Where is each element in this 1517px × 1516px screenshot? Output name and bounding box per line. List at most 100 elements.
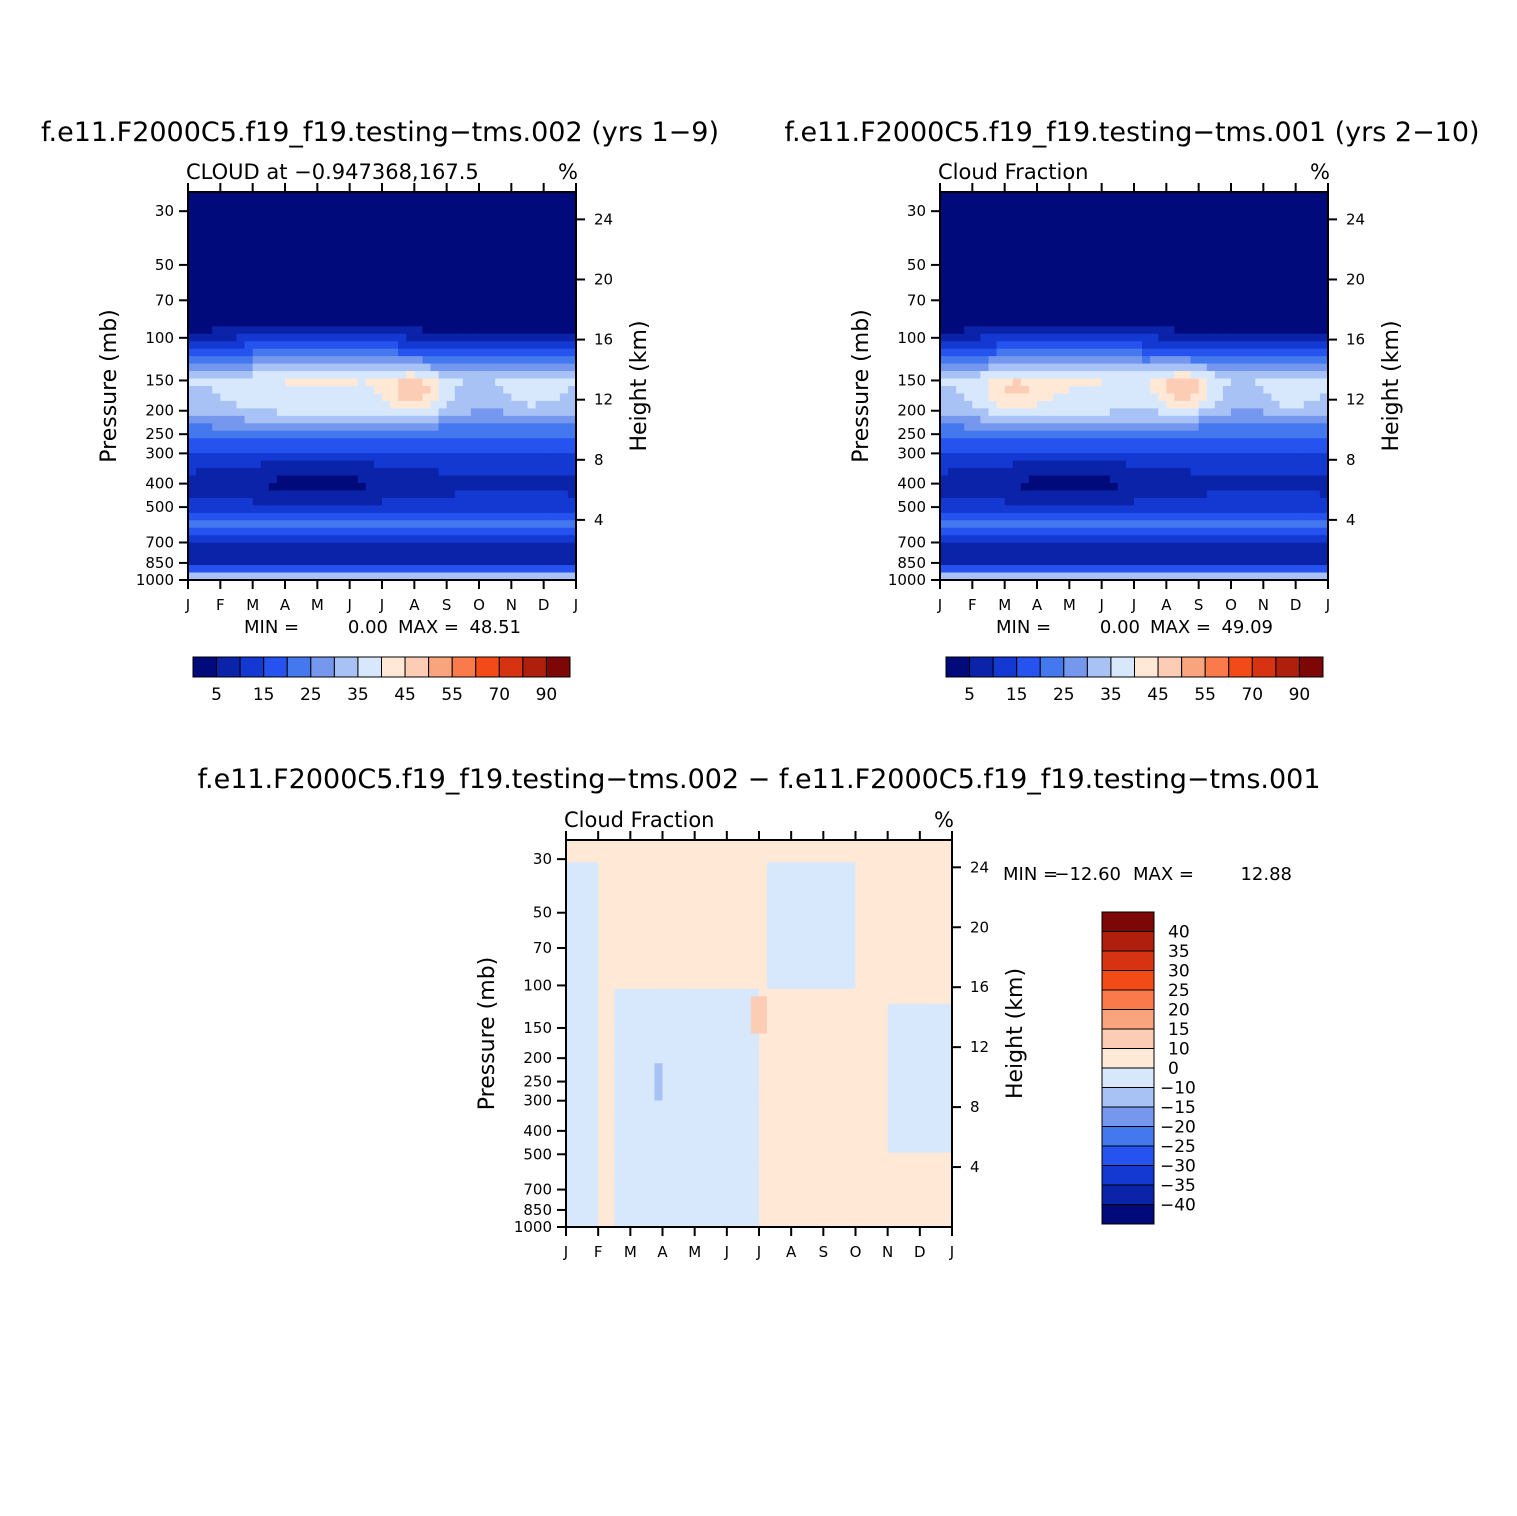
contour-cell: [188, 453, 197, 462]
contour-cell: [479, 311, 488, 320]
contour-cell: [1263, 229, 1273, 238]
contour-cell: [252, 221, 262, 230]
contour-cell: [1037, 266, 1046, 275]
colorbar-box: [192, 656, 218, 678]
contour-cell: [285, 415, 294, 424]
contour-cell: [398, 266, 407, 275]
contour-cell: [430, 274, 440, 283]
contour-cell: [1004, 229, 1014, 238]
contour-cell: [390, 400, 399, 409]
contour-cell: [964, 430, 973, 439]
contour-cell: [422, 415, 432, 424]
contour-cell: [495, 266, 504, 275]
contour-cell: [373, 236, 383, 245]
contour-cell: [1174, 393, 1184, 402]
contour-cell: [1247, 236, 1256, 245]
contour-cell: [317, 341, 327, 350]
contour-cell: [422, 289, 432, 298]
contour-cell: [293, 206, 302, 215]
contour-cell: [446, 453, 456, 462]
contour-cell: [430, 363, 440, 372]
contour-cell: [462, 244, 472, 253]
contour-cell: [1053, 542, 1062, 551]
contour-cell: [382, 378, 391, 387]
contour-cell: [1271, 266, 1281, 275]
contour-cell: [1303, 386, 1313, 395]
contour-cell: [1028, 550, 1038, 559]
contour-cell: [948, 289, 957, 298]
contour-cell: [527, 468, 537, 477]
contour-cell: [268, 341, 278, 350]
contour-cell: [1231, 393, 1240, 402]
contour-cell: [1069, 289, 1079, 298]
contour-cell: [1085, 483, 1095, 492]
contour-cell: [980, 453, 990, 462]
contour-cell: [1012, 550, 1022, 559]
contour-cell: [349, 229, 359, 238]
contour-cell: [1125, 333, 1135, 342]
contour-cell: [996, 296, 1006, 305]
contour-cell: [1279, 348, 1289, 357]
contour-cell: [309, 289, 318, 298]
contour-cell: [285, 199, 294, 208]
contour-cell: [260, 311, 270, 320]
contour-cell: [1295, 311, 1305, 320]
contour-cell: [1287, 430, 1297, 439]
contour-cell: [551, 199, 561, 208]
contour-cell: [567, 244, 577, 253]
contour-cell: [212, 259, 221, 268]
contour-cell: [1125, 341, 1135, 350]
contour-cell: [1287, 318, 1297, 327]
contour-cell: [948, 453, 957, 462]
contour-cell: [1287, 378, 1297, 387]
contour-cell: [948, 318, 957, 327]
contour-cell: [972, 520, 982, 529]
contour-cell: [495, 236, 504, 245]
contour-cell: [228, 565, 238, 574]
contour-cell: [1093, 311, 1103, 320]
contour-cell: [519, 236, 529, 245]
contour-cell: [519, 557, 529, 566]
contour-cell: [406, 527, 415, 536]
contour-cell: [940, 550, 949, 559]
contour-cell: [1295, 468, 1305, 477]
contour-cell: [1166, 497, 1176, 506]
contour-cell: [948, 400, 957, 409]
contour-cell: [1279, 371, 1289, 380]
contour-cell: [1101, 199, 1111, 208]
contour-cell: [1295, 192, 1305, 201]
contour-cell: [559, 363, 569, 372]
contour-cell: [1295, 214, 1305, 223]
contour-cell: [365, 497, 375, 506]
contour-cell: [1061, 311, 1070, 320]
contour-cell: [1158, 483, 1167, 492]
contour-cell: [1150, 244, 1159, 253]
contour-cell: [1231, 192, 1240, 201]
contour-cell: [1150, 214, 1159, 223]
contour-cell: [964, 221, 973, 230]
contour-cell: [430, 572, 440, 581]
contour-cell: [212, 296, 221, 305]
contour-cell: [1287, 244, 1297, 253]
contour-cell: [406, 572, 415, 581]
x-tick-label: J: [379, 596, 384, 614]
contour-cell: [252, 557, 262, 566]
contour-cell: [285, 386, 294, 395]
contour-cell: [422, 326, 432, 335]
contour-cell: [365, 527, 375, 536]
contour-cell: [365, 453, 375, 462]
contour-cell: [1222, 371, 1232, 380]
contour-cell: [1222, 535, 1232, 544]
contour-cell: [260, 341, 270, 350]
contour-cell: [1020, 423, 1030, 432]
contour-cell: [252, 236, 262, 245]
contour-cell: [1247, 415, 1256, 424]
contour-cell: [503, 236, 512, 245]
contour-cell: [972, 468, 982, 477]
contour-cell: [196, 520, 205, 529]
contour-cell: [1109, 281, 1119, 290]
contour-cell: [220, 386, 230, 395]
contour-cell: [1190, 214, 1200, 223]
contour-cell: [1311, 251, 1321, 260]
contour-cell: [220, 497, 230, 506]
